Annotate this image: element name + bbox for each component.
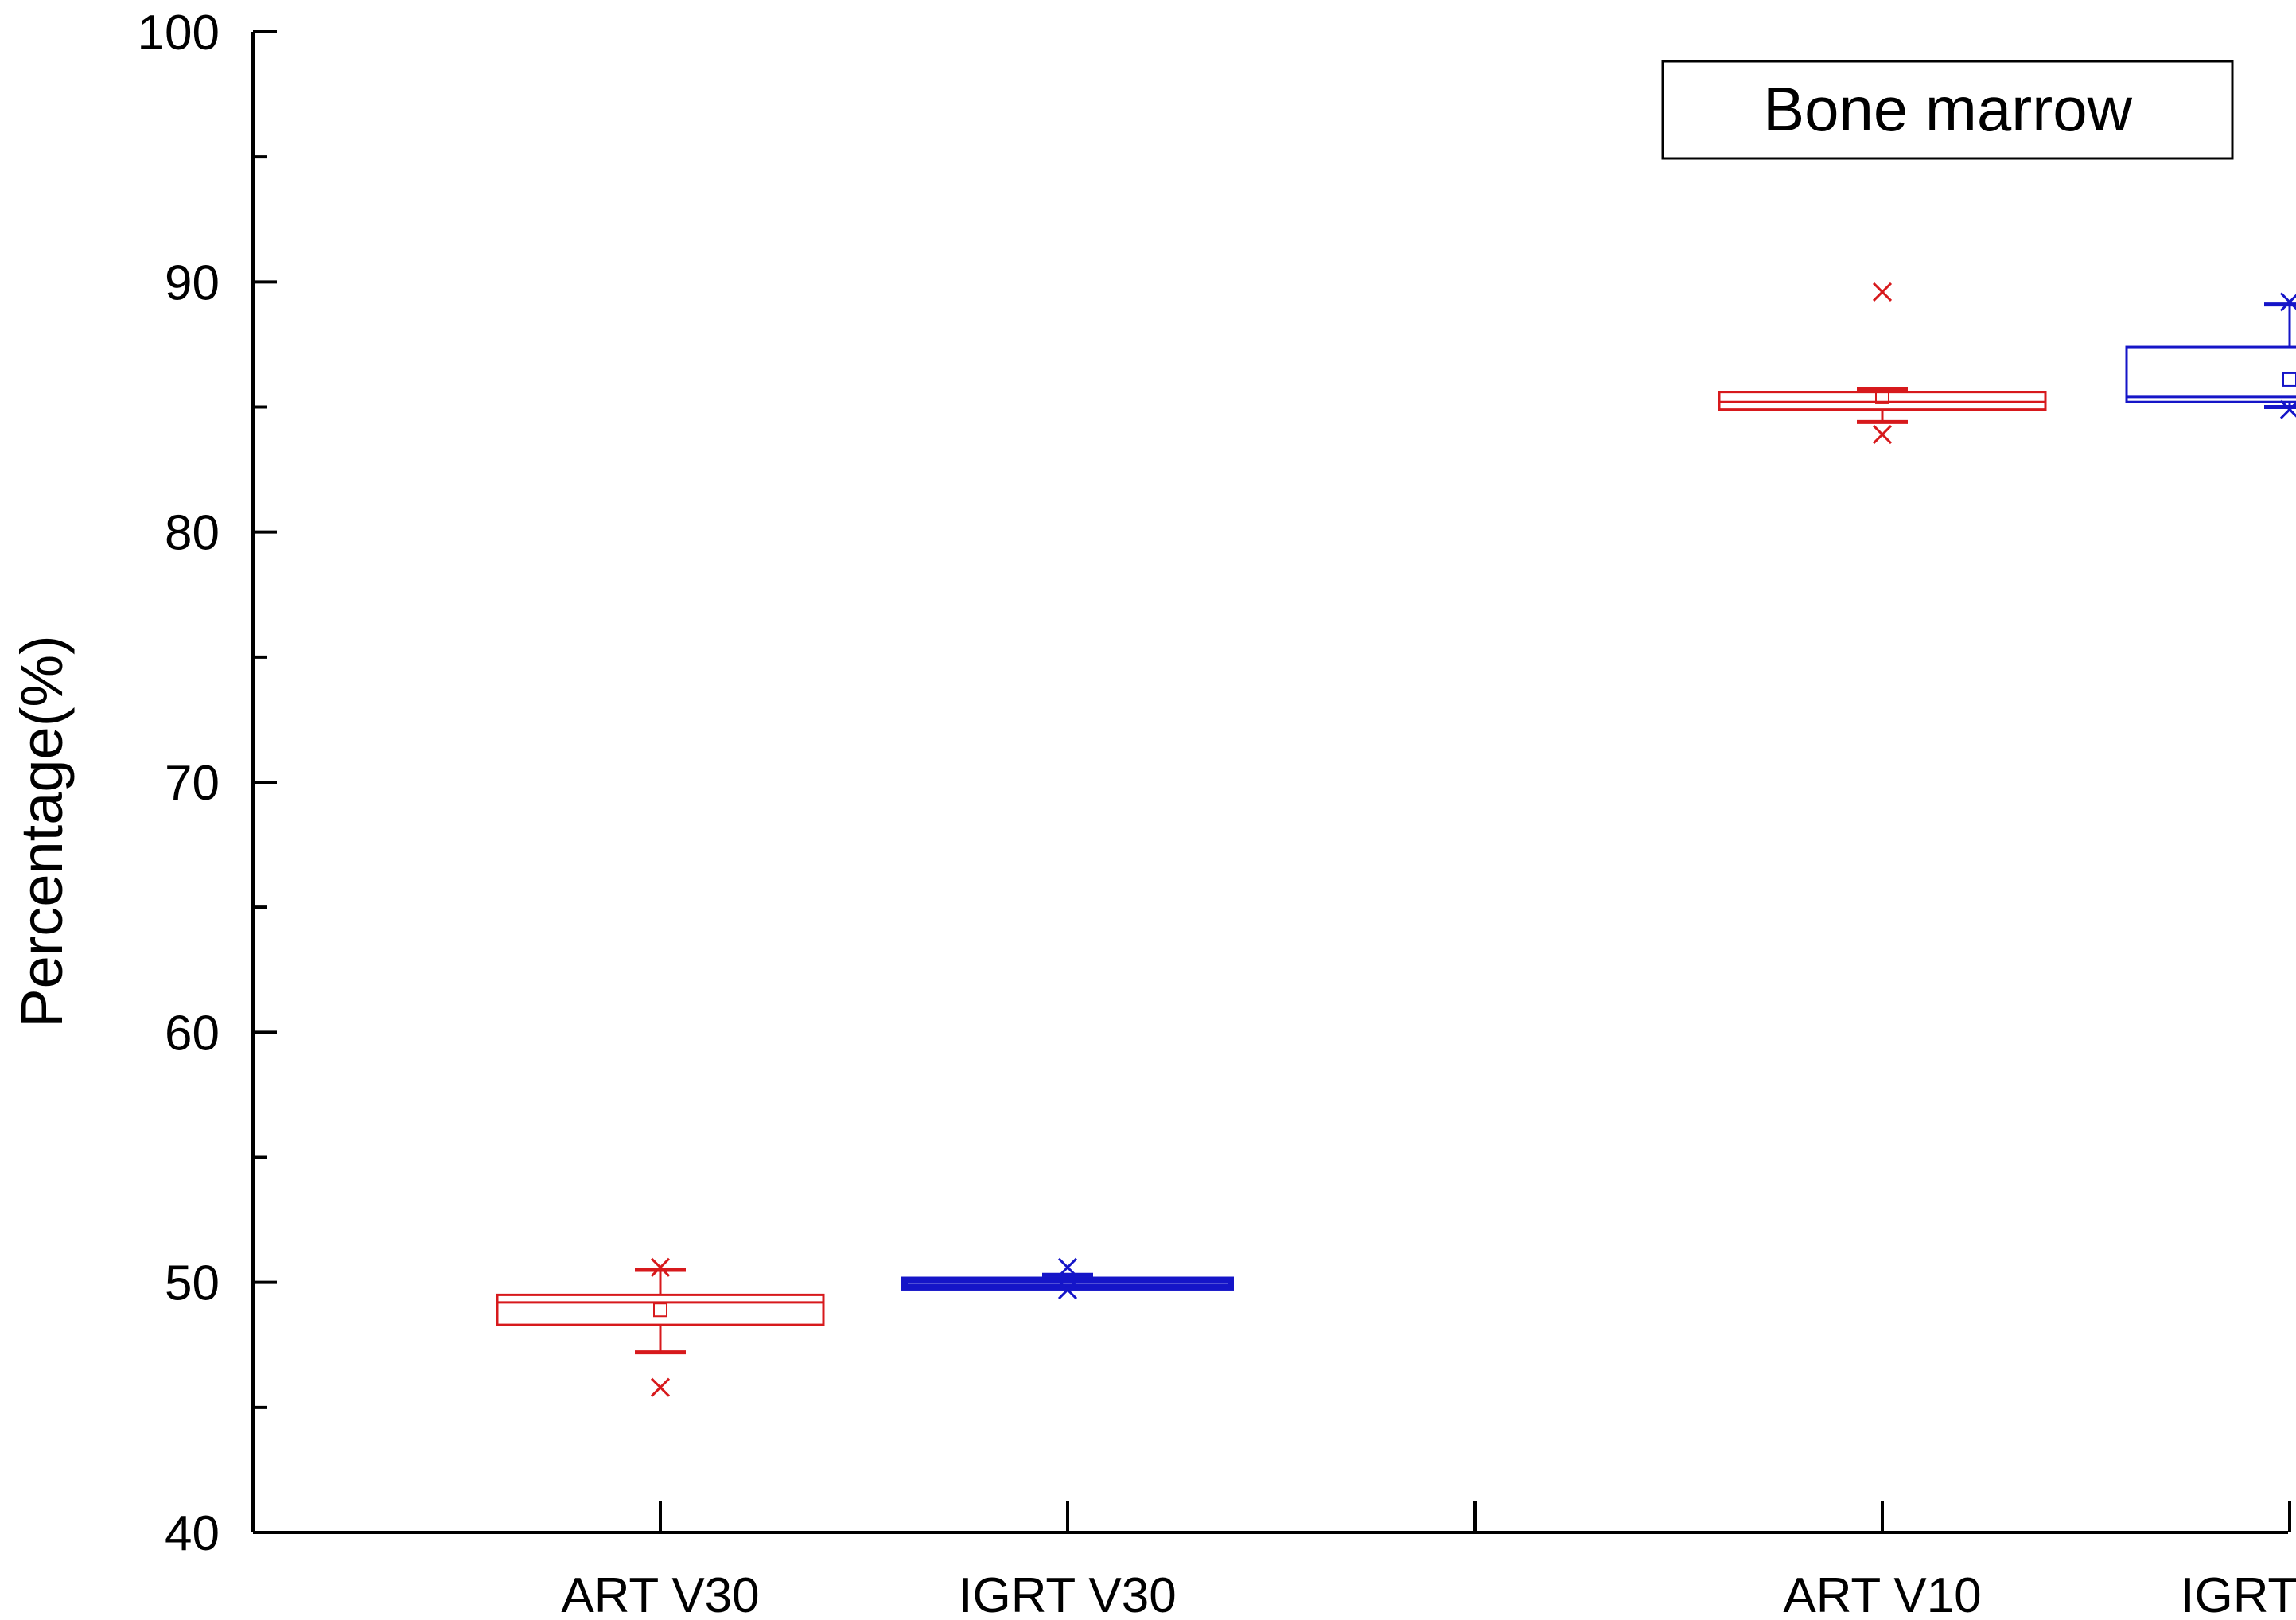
extreme-marker-stroke (1872, 425, 1893, 445)
y-tick-label: 50 (165, 1256, 220, 1311)
box-group (901, 1257, 1234, 1300)
box-iqr (901, 1276, 1234, 1291)
box-group (2125, 292, 2296, 419)
x-category-label: IGRT V10 (2181, 1568, 2296, 1620)
box-iqr (2125, 345, 2296, 403)
mean-marker (2282, 372, 2296, 387)
y-tick-label: 70 (165, 756, 220, 811)
extreme-marker-stroke (2279, 294, 2296, 312)
x-category-label: ART V30 (561, 1568, 759, 1620)
legend-box (1661, 60, 2234, 160)
extreme-marker (2279, 399, 2296, 419)
extreme-marker-stroke (1057, 1257, 1078, 1277)
extreme-marker-stroke (1057, 1280, 1078, 1300)
extreme-marker-stroke (1872, 282, 1893, 302)
x-category-label: ART V10 (1783, 1568, 1981, 1620)
y-axis-title: Percentage(%) (9, 635, 75, 1028)
x-category-label: IGRT V30 (959, 1568, 1176, 1620)
extreme-marker (1872, 425, 1893, 445)
boxes (496, 282, 2296, 1397)
y-tick-label: 90 (165, 255, 220, 310)
extreme-marker (1872, 282, 1893, 302)
extreme-marker-stroke (650, 1257, 671, 1277)
extreme-marker (650, 1257, 671, 1277)
extreme-marker-stroke (650, 1377, 671, 1397)
y-tick-label: 80 (165, 506, 220, 561)
legend: Bone marrow (1661, 60, 2234, 160)
y-tick-label: 60 (165, 1006, 220, 1061)
extreme-marker-stroke (2279, 401, 2296, 419)
legend-label: Bone marrow (1763, 74, 2133, 144)
mean-marker (1875, 389, 1889, 404)
axes: 40 50 60 70 80 90 100 ART V30 IGRT V30 ART V10 IGR… (138, 6, 2296, 1620)
y-tick-label: 40 (165, 1506, 220, 1561)
box-iqr (1718, 391, 2047, 411)
box-iqr (496, 1293, 825, 1326)
mean-marker (653, 1303, 667, 1318)
extreme-marker (2279, 292, 2296, 312)
extreme-marker (1057, 1257, 1078, 1277)
extreme-marker (1057, 1280, 1078, 1300)
y-tick-label: 100 (138, 6, 220, 60)
extreme-marker (650, 1377, 671, 1397)
box-group (1718, 282, 2047, 445)
box-group (496, 1257, 825, 1397)
